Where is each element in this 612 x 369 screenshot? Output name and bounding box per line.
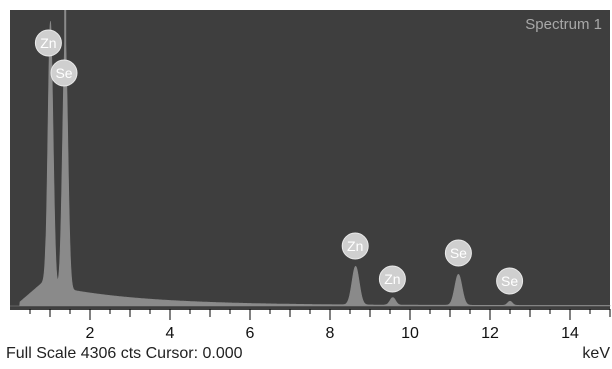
x-tick-label: 14 — [561, 325, 579, 342]
spectrum-plot-area[interactable]: Spectrum 1 — [10, 10, 610, 308]
axis-unit-label: keV — [582, 345, 610, 362]
peak-label-badge — [496, 267, 524, 295]
peak-label-zn: Zn — [341, 232, 369, 260]
peak-label-text: Se — [450, 245, 467, 261]
peak-label-badge — [444, 239, 472, 267]
x-tick-label: 10 — [401, 325, 419, 342]
x-tick-label: 2 — [86, 325, 95, 342]
peak-label-text: Se — [55, 65, 72, 81]
spectrum-chart[interactable]: Zn Se Zn Zn Se Se 2 4 6 8 10 12 14 — [0, 0, 612, 345]
full-scale-cursor-readout: Full Scale 4306 cts Cursor: 0.000 — [6, 345, 243, 362]
x-tick-label: 6 — [246, 325, 255, 342]
peak-label-se: Se — [496, 267, 524, 295]
peak-label-text: Se — [501, 273, 518, 289]
spectrum-trace — [10, 21, 611, 307]
peak-label-badge — [341, 232, 369, 260]
peak-label-badge — [50, 59, 78, 87]
peak-label-text: Zn — [384, 271, 400, 287]
peak-label-se: Se — [444, 239, 472, 267]
peak-label-se: Se — [50, 59, 78, 87]
peak-label-badge — [34, 29, 62, 57]
peak-label-zn: Zn — [378, 265, 406, 293]
x-tick-label: 12 — [481, 325, 499, 342]
peak-label-zn: Zn — [34, 29, 62, 57]
x-tick-label: 8 — [326, 325, 335, 342]
x-tick-label: 4 — [166, 325, 175, 342]
peak-label-badge — [378, 265, 406, 293]
spectrum-title: Spectrum 1 — [525, 16, 602, 33]
peak-label-text: Zn — [40, 35, 56, 51]
peak-label-text: Zn — [347, 238, 363, 254]
